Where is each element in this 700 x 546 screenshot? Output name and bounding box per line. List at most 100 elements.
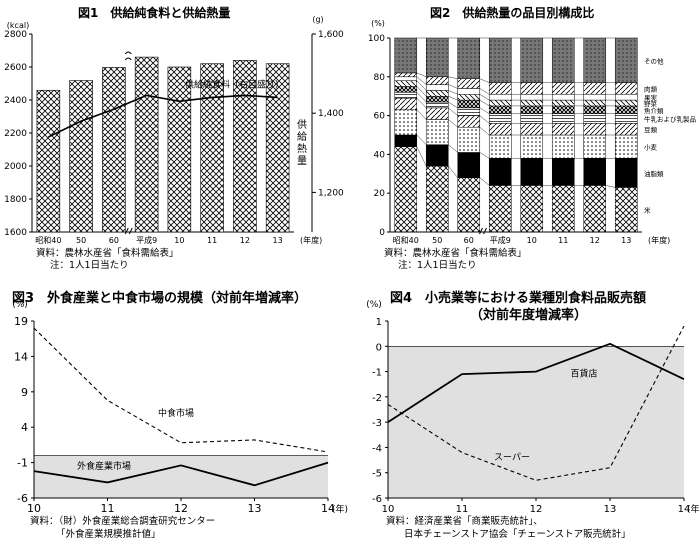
fig2-segment (583, 123, 607, 136)
fig4-y-tick-label: -3 (372, 418, 382, 429)
fig2-y-tick-label: 40 (374, 150, 386, 160)
fig1-panel: 図1 供給純食料と供給熱量 (kcal) 1600 1800 2000 2200 2400… (0, 0, 350, 273)
fig2-x-label: 11 (558, 236, 568, 245)
fig2-segment (394, 72, 418, 78)
fig2-segment (488, 113, 512, 124)
fig3-y-tick-label: 14 (14, 350, 28, 363)
fig4-source-2: 日本チェーンストア協会「チェーンストア販売統計」 (404, 529, 631, 540)
fig2-segment (583, 158, 607, 186)
fig3-y-tick-label: 4 (21, 421, 28, 434)
fig2-segment (614, 105, 638, 114)
fig4-series-line (387, 325, 685, 481)
fig2-segment (394, 37, 418, 74)
fig1-bar-legend-char: 熱 (297, 142, 307, 155)
fig2-connector (448, 90, 458, 95)
fig3-series-label: 中食市場 (158, 407, 194, 419)
fig2-panel: 図2 供給熱量の品目別構成比 (%) 0 20 40 60 80 100 昭和40 50 60 平成… (350, 0, 700, 273)
fig2-segment (551, 105, 575, 114)
fig2-connector (448, 165, 458, 178)
fig2-connector (479, 94, 490, 101)
fig2-segment (551, 185, 575, 233)
fig2-x-label: 60 (464, 236, 474, 245)
fig2-segment (457, 152, 481, 178)
fig1-left-unit: (kcal) (7, 21, 29, 30)
fig1-bar-legend-char: 給 (297, 130, 307, 143)
fig2-segment (488, 82, 512, 95)
fig1-x-label: 12 (240, 236, 250, 245)
fig2-segment (457, 107, 481, 116)
fig2-segment (614, 82, 638, 95)
fig4-series-label: スーパー (494, 452, 530, 463)
fig2-segment (614, 37, 638, 83)
fig2-connector (479, 177, 490, 186)
fig3-x-label: 13 (248, 502, 262, 515)
fig2-segment (520, 37, 544, 83)
fig4-y-tick-label: -6 (372, 494, 382, 505)
fig4-y-unit: (%) (366, 300, 382, 310)
fig3-x-label: 11 (101, 502, 115, 515)
fig1-right-unit: (g) (312, 15, 323, 24)
fig2-segment (520, 99, 544, 107)
fig4-panel: 図4 小売業等における業種別食料品販売額 （対前年度増減率） (%) -6 -5 -4… (350, 273, 700, 546)
fig2-segment (425, 101, 449, 109)
fig2-series-label: 肉類 (644, 84, 658, 93)
fig4-y-tick-label: -2 (372, 393, 382, 404)
fig2-chart: (%) 0 20 40 60 80 100 昭和40 50 60 平成9 10 11 12 13 (年度) 米 油… (368, 19, 696, 245)
fig2-segment (394, 146, 418, 233)
fig2-x-label: 50 (432, 236, 442, 245)
fig2-series-label: 野菜 (644, 99, 658, 108)
fig2-segment (583, 185, 607, 233)
fig2-segment (520, 123, 544, 136)
fig2-segment (520, 158, 544, 186)
fig2-segment (520, 94, 544, 101)
fig2-series-label: 豆類 (644, 125, 658, 134)
fig4-series-label: 百貨店 (570, 368, 597, 380)
fig1-x-label: 平成9 (136, 235, 157, 245)
fig2-segment (457, 126, 481, 153)
fig2-series-label: 米 (644, 206, 651, 215)
fig2-segment (425, 90, 449, 97)
fig2-connector (416, 76, 427, 85)
fig3-x-label: 10 (27, 502, 41, 515)
fig2-segment (488, 99, 512, 107)
fig1-chart: (kcal) 1600 1800 2000 2200 2400 2600 2800 (g) 1,2… (4, 15, 344, 245)
fig3-x-suffix: (年) (332, 503, 348, 515)
fig2-connector (479, 99, 490, 107)
fig2-x-label: 昭和40 (393, 236, 419, 245)
fig1-x-suffix: (年度) (300, 235, 322, 245)
fig4-source-1: 資料：経済産業省「商業販売統計」、 (386, 516, 543, 527)
fig1-axis-break (124, 51, 132, 61)
fig3-y-unit: (%) (12, 300, 28, 310)
fig2-segment (614, 123, 638, 136)
fig2-segment (425, 95, 449, 103)
fig3-series-label: 外食産業市場 (77, 460, 131, 472)
fig1-bar (167, 66, 192, 233)
fig2-segment (614, 187, 638, 233)
fig2-segment (614, 99, 638, 107)
fig2-segment (583, 113, 607, 124)
fig1-note: 注：1人1日当たり (50, 260, 129, 271)
fig2-segment (520, 82, 544, 95)
fig3-source-2: 「外食産業規模推計値」 (56, 529, 161, 540)
fig2-segment (614, 113, 638, 124)
fig4-y-tick-label: -1 (372, 368, 382, 379)
fig1-left-tick-label: 1600 (4, 228, 27, 238)
fig2-segment (551, 134, 575, 159)
fig4-y-tick-label: 1 (376, 317, 382, 328)
fig2-segment (551, 113, 575, 124)
fig2-connector (448, 119, 458, 128)
fig2-connector (479, 152, 490, 159)
fig1-bar (102, 67, 126, 233)
fig2-segment (614, 94, 638, 101)
fig1-source: 資料：農林水産省「食料需給表」 (36, 248, 179, 259)
fig3-title: 図3 外食産業と中食市場の規模（対前年増減率） (12, 291, 308, 306)
fig2-segment (457, 78, 481, 89)
fig2-segment (614, 158, 638, 188)
fig2-segment (394, 134, 418, 147)
fig2-connector (479, 88, 490, 95)
fig2-segment (520, 113, 544, 124)
fig2-segment (394, 80, 418, 87)
fig2-segment (551, 94, 575, 101)
fig2-x-label: 10 (527, 236, 537, 245)
